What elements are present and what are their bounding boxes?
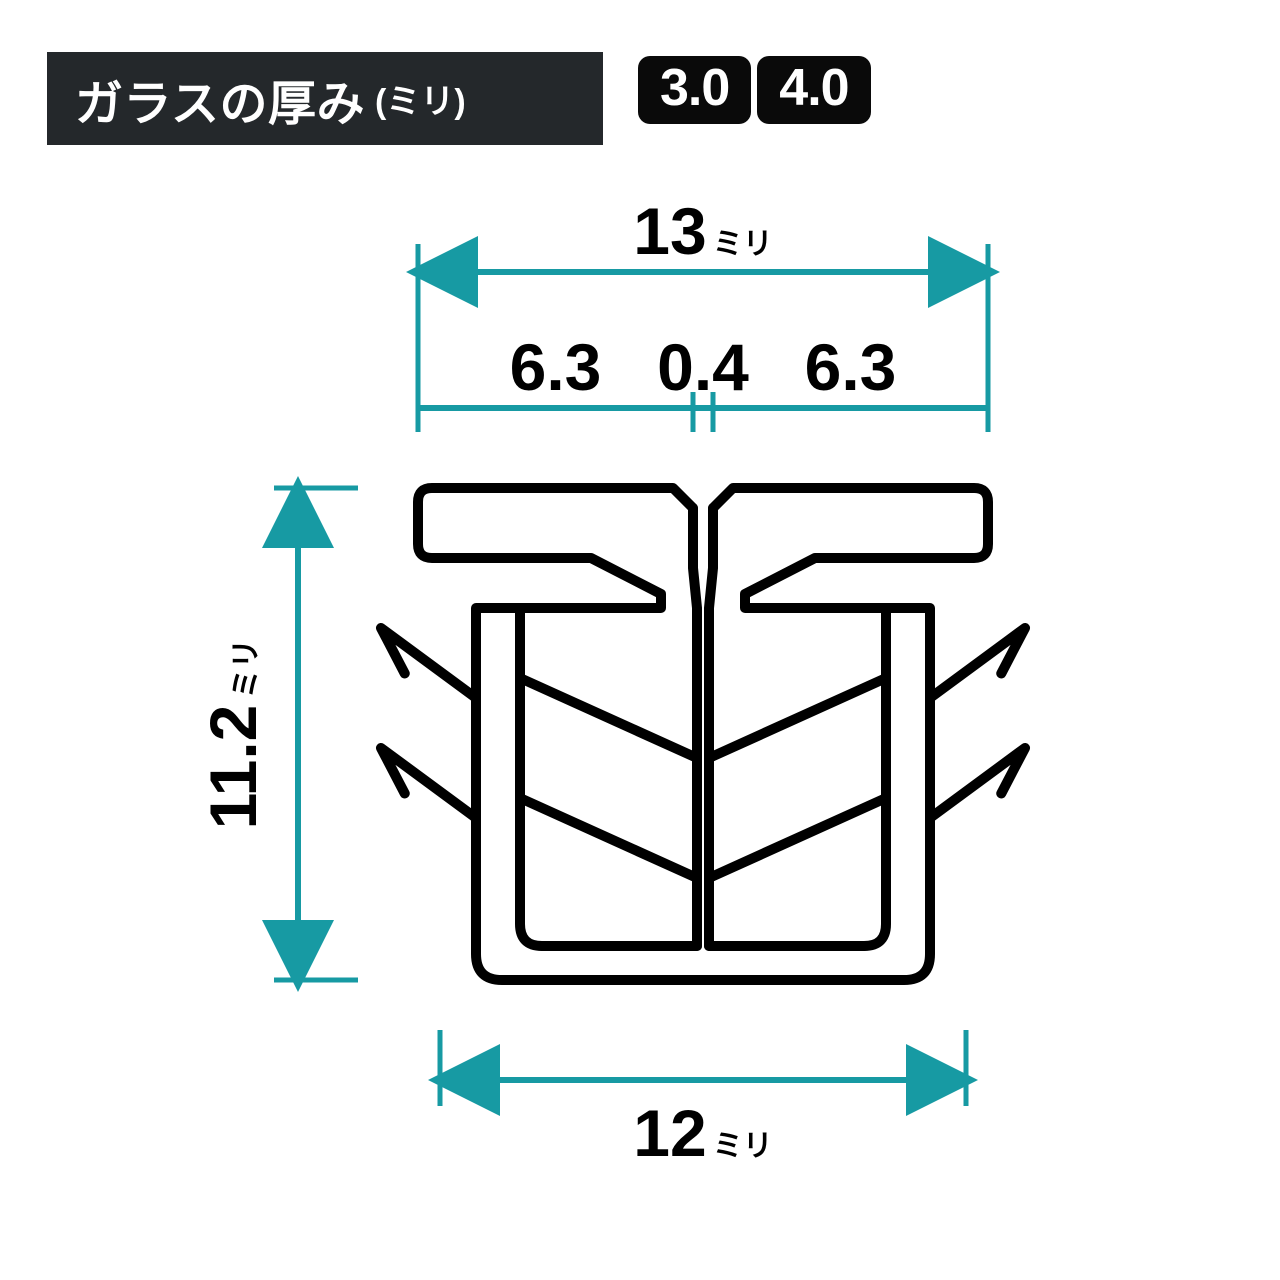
svg-text:6.3: 6.3 — [510, 330, 602, 404]
header-unit: (ミリ) — [375, 74, 466, 123]
svg-text:13ミリ: 13ミリ — [633, 200, 772, 268]
thickness-chip: 4.0 — [757, 56, 870, 124]
svg-text:12ミリ: 12ミリ — [633, 1096, 772, 1170]
svg-text:0.4: 0.4 — [657, 330, 749, 404]
thickness-values: 3.0 4.0 — [638, 56, 871, 124]
svg-text:6.3: 6.3 — [805, 330, 897, 404]
svg-text:11.2ミリ: 11.2ミリ — [196, 639, 270, 830]
header-title: ガラスの厚み — [75, 64, 365, 134]
thickness-chip: 3.0 — [638, 56, 751, 124]
cross-section-diagram: 13ミリ 6.3 0.4 6.3 11.2ミリ 12ミリ — [48, 200, 1148, 1230]
header-bar: ガラスの厚み (ミリ) — [47, 52, 603, 145]
